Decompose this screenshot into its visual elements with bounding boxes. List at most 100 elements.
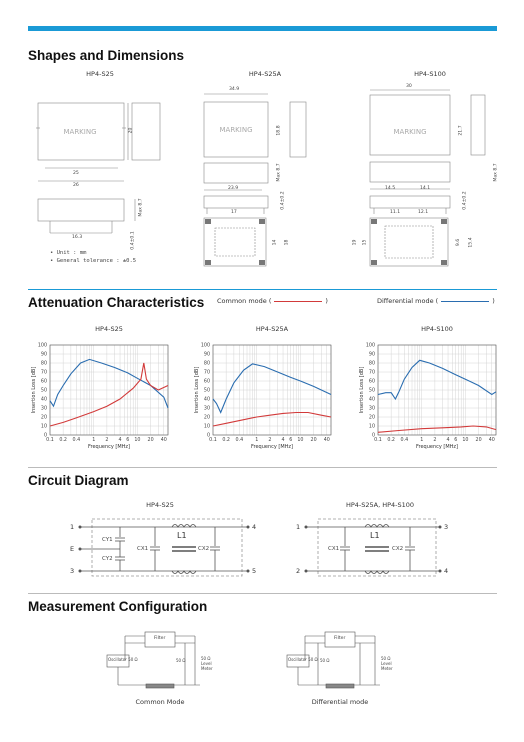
- y-tick-label: 60: [369, 379, 375, 385]
- y-tick-label: 30: [369, 406, 375, 412]
- s100-dim-14-1: 14.1: [420, 186, 431, 191]
- chart-title: HP4-S25: [95, 325, 123, 333]
- s25-marking-text: MARKING: [63, 128, 96, 136]
- y-tick-label: 70: [369, 370, 375, 376]
- x-tick-label: 6: [126, 437, 129, 443]
- x-tick-label: 10: [462, 437, 468, 443]
- s25-dim-25: 25: [73, 171, 79, 176]
- x-tick-label: 0.4: [236, 437, 244, 443]
- x-tick-label: 0.2: [59, 437, 67, 443]
- y-tick-label: 30: [41, 406, 47, 412]
- s100-marking-text: MARKING: [393, 128, 426, 136]
- differential-mode-caption: Differential mode: [311, 698, 369, 706]
- left-pin-4: 4: [252, 523, 257, 531]
- left-pin-3: 3: [70, 567, 75, 575]
- chart-title: HP4-S100: [421, 325, 453, 333]
- x-tick-label: 10: [134, 437, 140, 443]
- y-axis-label: Insertion Loss [dB]: [31, 367, 37, 414]
- y-tick-label: 100: [38, 343, 47, 349]
- circuit-divider: [28, 467, 497, 468]
- diff-50ohm-label: 50 Ω: [320, 658, 330, 663]
- circuit-left-title: HP4-S25: [146, 501, 174, 509]
- x-tick-label: 40: [161, 437, 167, 443]
- common-filter-label: Filter: [154, 636, 166, 641]
- y-tick-label: 20: [369, 415, 375, 421]
- y-tick-label: 50: [41, 388, 47, 394]
- y-tick-label: 10: [369, 424, 375, 430]
- left-pin-e: E: [70, 545, 75, 553]
- note-unit: • Unit : mm: [50, 250, 87, 256]
- left-cy2-label: CY2: [102, 556, 113, 562]
- x-tick-label: 1: [255, 437, 258, 443]
- right-cx1-label: CX1: [328, 546, 340, 552]
- legend-common-mode: Common mode (): [217, 297, 328, 305]
- right-pin-2: 2: [296, 567, 301, 575]
- series-line-differential-mode: [212, 363, 332, 414]
- x-tick-label: 0.1: [209, 437, 217, 443]
- s25a-dim-34-9: 34.9: [229, 87, 240, 92]
- left-cx1-label: CX1: [137, 546, 149, 552]
- y-tick-label: 70: [41, 370, 47, 376]
- s25a-dim-23-9: 23.9: [228, 186, 239, 191]
- x-axis-label: Frequency [MHz]: [416, 444, 458, 450]
- x-tick-label: 0.1: [46, 437, 54, 443]
- x-tick-label: 20: [311, 437, 317, 443]
- y-tick-label: 90: [41, 352, 47, 358]
- x-tick-label: 0.2: [222, 437, 230, 443]
- s100-dim-14-5: 14.5: [385, 186, 396, 191]
- note-tolerance: • General tolerance : ±0.5: [50, 258, 137, 264]
- x-tick-label: 20: [148, 437, 154, 443]
- y-axis-label: Insertion Loss [dB]: [194, 367, 200, 414]
- y-tick-label: 0: [372, 433, 375, 439]
- chart-frame: [212, 344, 332, 436]
- chart-frame: [377, 344, 497, 436]
- common-oscillator-label: Oscillator 50 Ω: [108, 657, 138, 662]
- measurement-divider: [28, 593, 497, 594]
- x-tick-label: 0.4: [401, 437, 409, 443]
- y-tick-label: 80: [41, 361, 47, 367]
- y-axis-label: Insertion Loss [dB]: [359, 367, 365, 414]
- chart-title: HP4-S25A: [256, 325, 289, 333]
- circuit-right-title: HP4-S25A, HP4-S100: [345, 501, 415, 509]
- common-50ohm-label: 50 Ω: [176, 658, 186, 663]
- y-tick-label: 40: [204, 397, 210, 403]
- y-tick-label: 100: [366, 343, 375, 349]
- s25a-dim-17: 17: [231, 210, 237, 215]
- diff-level-meter-label: 50 Ω Level Meter: [381, 656, 393, 671]
- shapes-title: Shapes and Dimensions: [28, 48, 185, 63]
- y-tick-label: 30: [204, 406, 210, 412]
- s25-dim-16-3: 16.3: [72, 235, 83, 240]
- right-l1-label: L1: [370, 531, 380, 540]
- y-tick-label: 80: [204, 361, 210, 367]
- series-line-common-mode: [49, 362, 169, 427]
- common-level-meter-label: 50 Ω Level Meter: [201, 656, 213, 671]
- circuit-title: Circuit Diagram: [28, 473, 129, 488]
- shape-model-s25: HP4-S25: [86, 70, 114, 78]
- y-tick-label: 80: [369, 361, 375, 367]
- x-tick-label: 20: [476, 437, 482, 443]
- shape-model-s100: HP4-S100: [414, 70, 446, 78]
- right-pin-4: 4: [444, 567, 449, 575]
- x-tick-label: 0.2: [387, 437, 395, 443]
- diff-oscillator-label: Oscillator 50 Ω: [288, 657, 318, 662]
- legend-differential-mode: Differential mode (): [377, 297, 495, 305]
- y-tick-label: 40: [41, 397, 47, 403]
- top-accent-bar: [28, 26, 497, 31]
- series-line-differential-mode: [377, 359, 497, 401]
- y-tick-label: 60: [41, 379, 47, 385]
- left-pin-5: 5: [252, 567, 257, 575]
- s100-dim-30: 30: [406, 84, 412, 89]
- x-tick-label: 1: [92, 437, 95, 443]
- s25a-marking-text: MARKING: [219, 126, 252, 134]
- s100-dim-12-1: 12.1: [418, 210, 429, 215]
- y-tick-label: 90: [369, 352, 375, 358]
- s25-dim-26: 26: [73, 183, 79, 188]
- x-tick-label: 40: [324, 437, 330, 443]
- y-tick-label: 10: [41, 424, 47, 430]
- right-cx2-label: CX2: [392, 546, 404, 552]
- y-tick-label: 0: [207, 433, 210, 439]
- y-tick-label: 60: [204, 379, 210, 385]
